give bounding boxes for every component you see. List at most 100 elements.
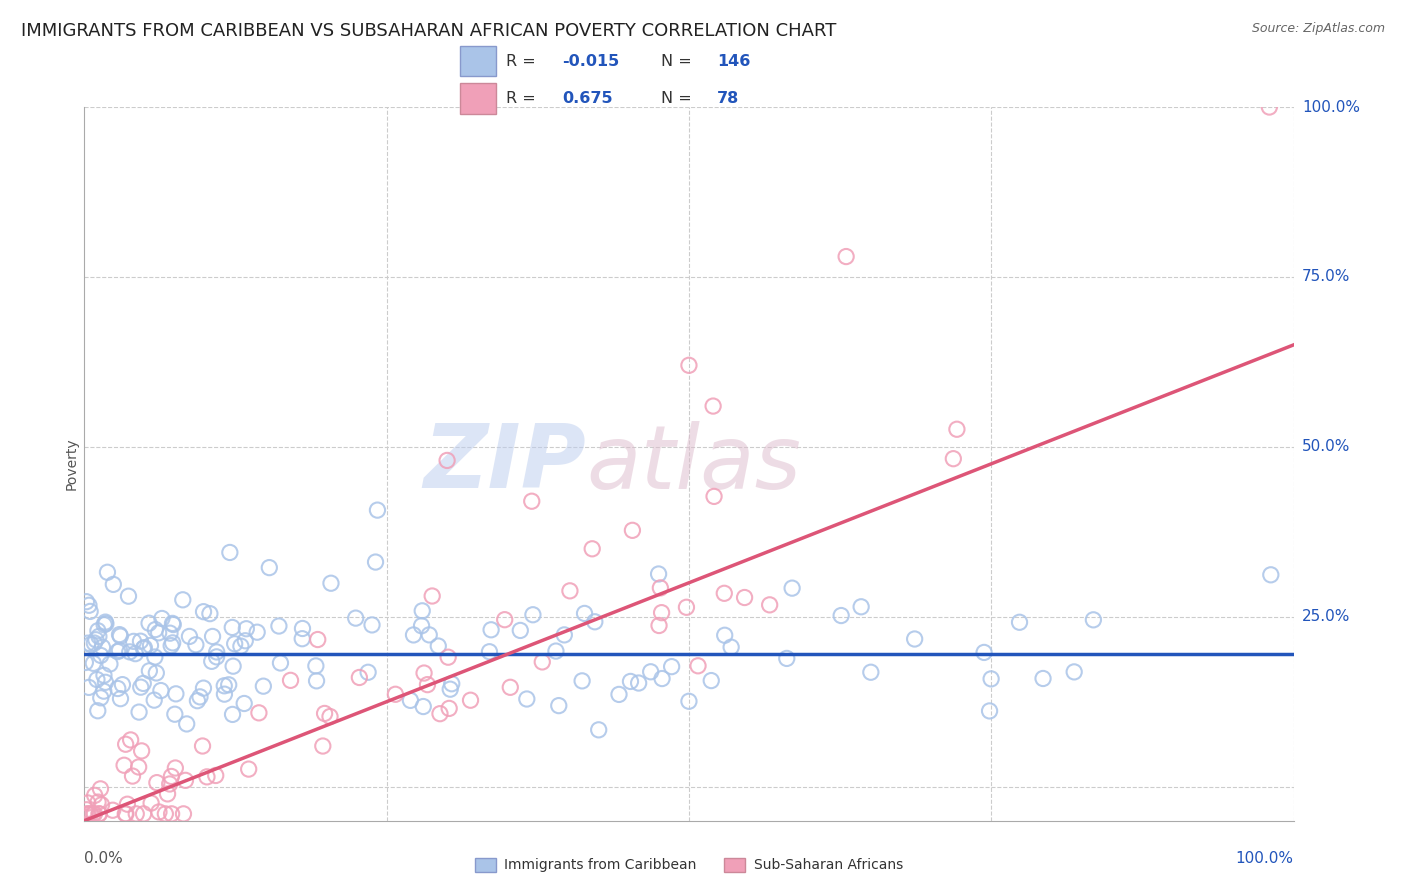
Point — [307, 632, 329, 647]
Point — [364, 555, 387, 569]
Point — [1008, 615, 1031, 630]
Point — [156, 787, 179, 801]
Point — [305, 673, 328, 688]
Point — [111, 678, 134, 692]
Point — [108, 643, 131, 657]
Point — [132, 676, 155, 690]
Point — [259, 560, 281, 574]
Point — [204, 768, 226, 782]
Point — [86, 673, 108, 687]
Point — [830, 608, 852, 623]
Point — [80, 637, 103, 651]
Point — [146, 775, 169, 789]
Point — [233, 633, 256, 648]
Point — [163, 707, 186, 722]
Point — [607, 687, 630, 701]
Point — [132, 641, 155, 656]
Point — [849, 599, 872, 614]
Point — [205, 649, 228, 664]
Point — [544, 644, 567, 658]
Point — [420, 589, 443, 603]
Point — [201, 654, 224, 668]
Point — [162, 616, 184, 631]
Point — [83, 806, 105, 821]
Y-axis label: Poverty: Poverty — [65, 438, 79, 490]
Point — [212, 679, 235, 693]
Point — [547, 698, 569, 713]
Point — [76, 636, 98, 650]
Point — [172, 806, 194, 821]
Point — [222, 659, 245, 673]
Point — [77, 599, 100, 613]
Point — [553, 628, 575, 642]
Point — [150, 611, 173, 625]
Point — [143, 650, 166, 665]
Point — [229, 639, 252, 653]
Point — [291, 632, 314, 646]
FancyBboxPatch shape — [461, 84, 496, 114]
Point — [520, 494, 543, 508]
Legend: Immigrants from Caribbean, Sub-Saharan Africans: Immigrants from Caribbean, Sub-Saharan A… — [470, 852, 908, 878]
Point — [499, 681, 522, 695]
Point — [101, 803, 124, 817]
Point — [221, 620, 243, 634]
Point — [87, 806, 110, 821]
Point — [89, 806, 111, 821]
Point — [650, 581, 672, 595]
Text: 75.0%: 75.0% — [1302, 269, 1350, 285]
Text: R =: R = — [506, 91, 541, 106]
Point — [108, 627, 131, 641]
Point — [946, 422, 969, 436]
Point — [120, 733, 142, 747]
Point — [780, 581, 803, 595]
Point — [117, 797, 139, 812]
Point — [90, 690, 112, 705]
Point — [494, 613, 516, 627]
Point — [291, 622, 314, 636]
Point — [145, 623, 167, 637]
Point — [479, 623, 502, 637]
Text: 100.0%: 100.0% — [1302, 100, 1360, 114]
Point — [429, 706, 451, 721]
Point — [427, 639, 450, 653]
Point — [82, 657, 104, 671]
Point — [186, 694, 208, 708]
Point — [79, 806, 101, 821]
Text: -0.015: -0.015 — [562, 54, 620, 69]
Point — [128, 760, 150, 774]
Point — [118, 645, 141, 659]
Point — [678, 359, 700, 373]
Text: 50.0%: 50.0% — [1302, 440, 1350, 454]
Point — [344, 611, 367, 625]
Point — [238, 762, 260, 776]
Point — [588, 723, 610, 737]
Point — [439, 682, 461, 697]
Point — [280, 673, 302, 688]
Point — [188, 690, 211, 704]
Point — [77, 806, 100, 821]
Point — [413, 666, 436, 681]
Point — [713, 586, 735, 600]
Point — [165, 687, 187, 701]
Point — [112, 758, 135, 772]
Text: 25.0%: 25.0% — [1302, 609, 1350, 624]
Point — [87, 795, 110, 809]
Point — [312, 739, 335, 753]
Point — [412, 699, 434, 714]
Point — [411, 619, 433, 633]
Point — [110, 629, 132, 643]
Point — [651, 672, 673, 686]
Point — [103, 577, 125, 591]
Point — [648, 618, 671, 632]
Point — [160, 639, 183, 653]
Point — [191, 739, 214, 753]
Point — [193, 681, 215, 695]
Point — [160, 769, 183, 783]
Point — [776, 651, 799, 665]
Point — [96, 566, 118, 580]
Point — [148, 625, 170, 640]
Point — [83, 789, 105, 803]
Point — [411, 604, 433, 618]
Point — [366, 503, 388, 517]
Point — [247, 706, 270, 720]
